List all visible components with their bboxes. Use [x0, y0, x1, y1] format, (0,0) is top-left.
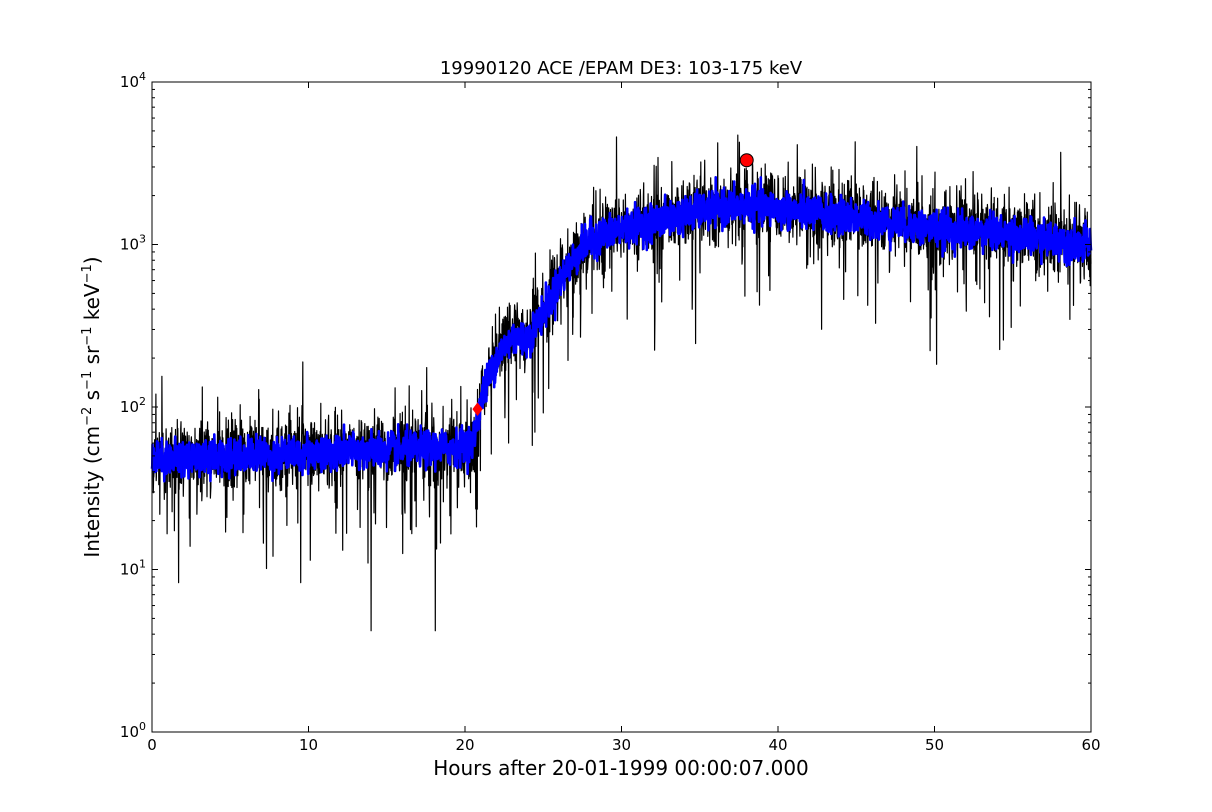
x-axis-ticks: 0 10 20 30 40 50 60: [147, 82, 1101, 754]
plot-frame: [151, 81, 1092, 733]
x-tick-label-4: 40: [768, 736, 787, 754]
y-tick-label-1: 101: [120, 558, 146, 579]
x-tick-label-5: 50: [925, 736, 944, 754]
y-tick-label-3: 103: [120, 233, 146, 254]
chart-title: 19990120 ACE /EPAM DE3: 103-175 keV: [440, 58, 803, 79]
x-tick-label-6: 60: [1081, 736, 1100, 754]
y-label-suffix: ): [80, 256, 104, 264]
y-label-prefix: Intensity (cm: [80, 426, 104, 558]
x-axis-label: Hours after 20-01-1999 00:00:07.000: [433, 756, 809, 780]
y-label-sup3: −1: [80, 327, 95, 346]
y-label-mid2: sr: [80, 345, 104, 371]
y-label-sup1: −2: [80, 407, 95, 426]
y-label-mid1: s: [80, 390, 104, 407]
y-tick-label-2: 102: [120, 395, 146, 416]
y-axis-ticks: 100 101 102 103 104: [120, 70, 1091, 741]
y-label-sup2: −1: [80, 371, 95, 390]
x-tick-label-0: 0: [147, 736, 157, 754]
y-label-sup4: −1: [80, 264, 95, 283]
x-tick-label-1: 10: [299, 736, 318, 754]
marker-circle-1: [739, 153, 754, 168]
x-tick-label-2: 20: [455, 736, 474, 754]
marker-layer: [472, 153, 754, 416]
series-0-line: [151, 134, 1092, 632]
x-tick-label-3: 30: [612, 736, 631, 754]
marker-diamond-0: [472, 402, 483, 416]
series-layer: [150, 134, 1093, 632]
y-label-mid3: keV: [80, 283, 104, 327]
y-tick-label-4: 104: [120, 70, 146, 91]
series-1-line: [150, 176, 1093, 483]
y-tick-label-0: 100: [120, 720, 146, 741]
y-axis-label: Intensity (cm−2 s−1 sr−1 keV−1): [80, 256, 104, 557]
